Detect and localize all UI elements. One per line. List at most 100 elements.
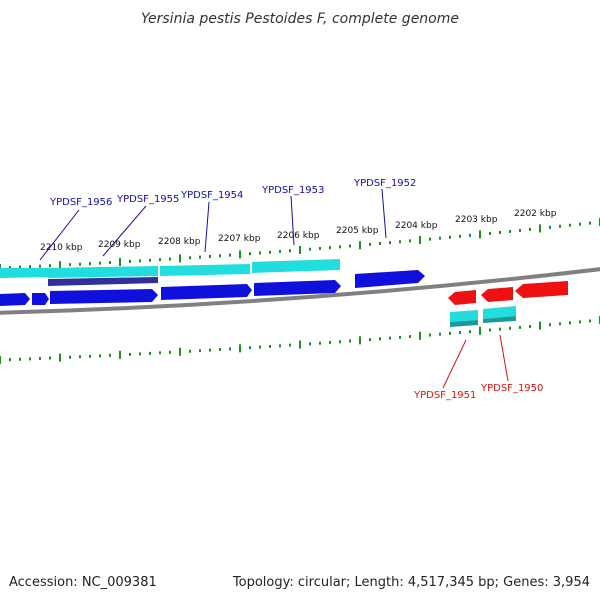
outer-minor-tick [309,247,311,251]
inner-minor-tick [429,333,431,337]
outer-major-tick [119,258,121,266]
inner-minor-tick [569,321,571,325]
outer-minor-tick [519,228,521,232]
inner-minor-tick [249,346,251,350]
outer-minor-tick [289,249,291,253]
inner-minor-tick [89,354,91,358]
forward-label-leaders [39,188,387,261]
gene-label-ypdsf-1952[interactable]: YPDSF_1952 [353,178,416,189]
inner-minor-tick [69,355,71,359]
leader-ypdsf-1955 [102,205,147,257]
accession-text: Accession: NC_009381 [9,575,157,590]
outer-minor-tick [219,254,221,258]
outer-minor-tick [579,222,581,226]
outer-minor-tick [109,261,111,265]
outer-major-tick [59,261,61,270]
outer-minor-tick [409,239,411,243]
inner-minor-tick [509,326,511,330]
inner-minor-tick [219,348,221,352]
inner-minor-tick [499,327,501,331]
outer-minor-tick [529,227,531,231]
outer-minor-tick [189,256,191,260]
inner-tick-track [0,316,600,364]
gene-feature-bar[interactable] [450,310,478,322]
gene-label-ypdsf-1954[interactable]: YPDSF_1954 [180,190,243,201]
cds-arrow-ypdsf-1955[interactable] [50,289,158,304]
outer-minor-tick [429,237,431,241]
inner-minor-tick [149,351,151,355]
outer-minor-tick [369,242,371,246]
inner-minor-tick [109,353,111,357]
scale-label-2205: 2205 kbp [336,226,379,236]
genome-backbone [0,267,600,315]
gene-feature-bar[interactable] [160,264,250,276]
scale-label-2206: 2206 kbp [277,231,320,241]
inner-minor-tick [379,337,381,341]
scale-label-2202: 2202 kbp [514,209,557,219]
inner-major-tick [359,336,361,345]
outer-minor-tick [279,250,281,254]
outer-major-tick [299,246,301,254]
outer-major-tick [179,254,181,263]
outer-minor-tick [469,233,471,237]
gene-feature-bar[interactable] [483,306,516,319]
inner-minor-tick [79,355,81,359]
inner-minor-tick [189,349,191,353]
inner-minor-tick [559,322,561,326]
outer-minor-tick [559,224,561,228]
gene-feature-shadow [48,277,158,286]
outer-major-tick [239,250,241,259]
cds-arrow-ypdsf-1954[interactable] [161,284,252,300]
inner-minor-tick [39,356,41,360]
cds-arrow-ypdsf-1956b[interactable] [32,293,49,305]
outer-minor-tick [39,264,41,268]
gene-label-ypdsf-1951[interactable]: YPDSF_1951 [413,390,476,401]
outer-minor-tick [339,245,341,249]
leader-ypdsf-1954 [204,201,210,253]
gene-feature-shadow [483,316,516,323]
outer-minor-tick [9,266,11,270]
inner-minor-tick [259,345,261,349]
inner-minor-tick [399,335,401,339]
gene-feature-bar[interactable] [252,259,340,273]
gene-label-ypdsf-1955[interactable]: YPDSF_1955 [116,194,179,205]
cds-arrow-ypdsf-1952[interactable] [355,270,425,288]
outer-minor-tick [259,251,261,255]
inner-major-tick [419,331,421,340]
scale-label-2208: 2208 kbp [158,237,201,247]
genome-summary-text: Topology: circular; Length: 4,517,345 bp… [232,575,590,590]
inner-minor-tick [549,323,551,327]
scale-label-2203: 2203 kbp [455,215,498,225]
inner-major-tick [119,350,121,359]
cds-arrow-extra[interactable] [515,281,568,298]
reverse-gene-labels: YPDSF_1951 YPDSF_1950 [413,383,543,401]
outer-minor-tick [459,234,461,238]
outer-minor-tick [159,258,161,262]
outer-minor-tick [439,236,441,240]
gene-label-ypdsf-1950[interactable]: YPDSF_1950 [480,383,543,394]
scale-label-2204: 2204 kbp [395,221,438,231]
inner-minor-tick [319,341,321,345]
inner-minor-tick [339,340,341,344]
outer-major-tick [359,241,361,250]
leader-ypdsf-1953 [290,195,295,246]
outer-minor-tick [139,259,141,263]
scale-labels: 2210 kbp 2209 kbp 2208 kbp 2207 kbp 2206… [40,209,557,253]
gene-feature-bar[interactable] [48,266,158,278]
reverse-label-leaders [442,334,509,389]
inner-minor-tick [139,352,141,356]
gene-feature-bar[interactable] [0,268,48,278]
gene-label-ypdsf-1956[interactable]: YPDSF_1956 [49,197,112,208]
outer-tick-track [0,218,600,272]
inner-major-tick [479,326,481,335]
inner-minor-tick [349,339,351,343]
gene-label-ypdsf-1953[interactable]: YPDSF_1953 [261,185,324,196]
cds-arrow-ypdsf-1951[interactable] [448,290,476,305]
inner-minor-tick [269,344,271,348]
cds-arrow-ypdsf-1953[interactable] [254,280,341,296]
cds-arrow-ypdsf-1950[interactable] [481,287,513,302]
cds-arrow-ypdsf-1956[interactable] [0,293,30,306]
inner-major-tick [539,321,541,330]
inner-minor-tick [159,351,161,355]
